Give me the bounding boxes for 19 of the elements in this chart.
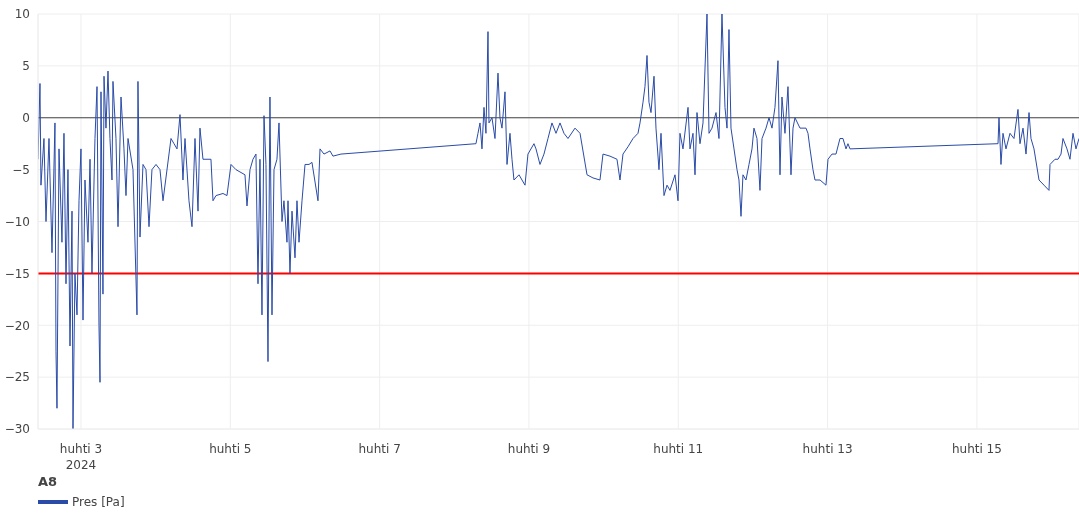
- x-tick-label: huhti 5: [209, 442, 252, 456]
- y-tick-label: −10: [4, 214, 30, 229]
- x-tick-label: huhti 7: [358, 442, 401, 456]
- y-tick-label: −15: [4, 266, 30, 281]
- y-tick-label: 10: [14, 7, 30, 22]
- y-tick-label: −30: [4, 422, 30, 437]
- x-tick-label: huhti 15: [951, 442, 1002, 456]
- legend-label: Pres [Pa]: [72, 495, 125, 509]
- y-tick-label: 0: [22, 111, 30, 126]
- y-tick-label: −5: [12, 162, 30, 177]
- x-tick-label: huhti 11: [653, 442, 704, 456]
- legend-title: A8: [38, 474, 59, 489]
- y-tick-label: −20: [4, 318, 30, 333]
- y-tick-label: −25: [4, 370, 30, 385]
- x-tick-label: huhti 3 2024: [59, 442, 103, 472]
- y-tick-label: 5: [22, 59, 30, 74]
- line-series: [38, 14, 1079, 429]
- x-tick-label: huhti 9: [507, 442, 551, 456]
- x-tick-label: huhti 13: [802, 442, 853, 456]
